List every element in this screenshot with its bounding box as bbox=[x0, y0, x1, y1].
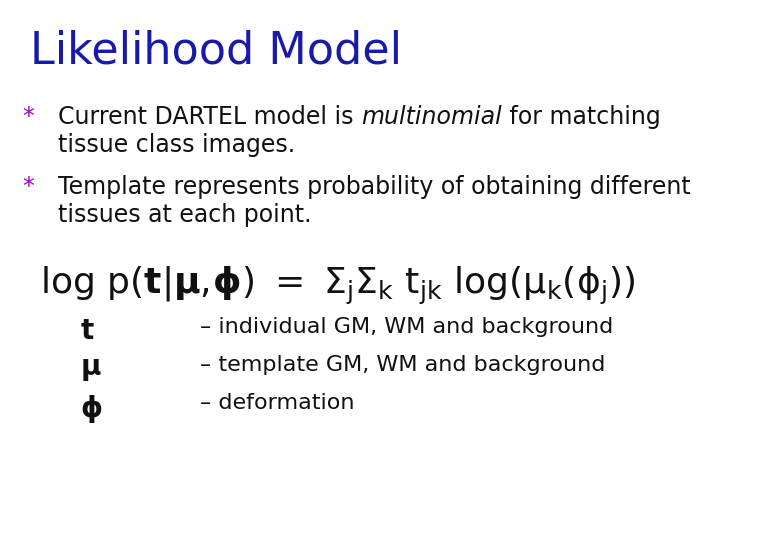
Text: for matching: for matching bbox=[502, 105, 661, 129]
Text: *: * bbox=[22, 105, 34, 129]
Text: Likelihood Model: Likelihood Model bbox=[30, 30, 402, 73]
Text: – template GM, WM and background: – template GM, WM and background bbox=[200, 355, 605, 375]
Text: multinomial: multinomial bbox=[361, 105, 502, 129]
Text: $\mathbf{\phi}$: $\mathbf{\phi}$ bbox=[80, 393, 102, 424]
Text: *: * bbox=[22, 175, 34, 199]
Text: $\mathrm{log\ p(}\mathbf{t}|\mathbf{\mu},\!\mathbf{\phi}\mathrm{)\ =\ \Sigma_j\S: $\mathrm{log\ p(}\mathbf{t}|\mathbf{\mu}… bbox=[40, 265, 635, 307]
Text: tissues at each point.: tissues at each point. bbox=[58, 203, 311, 227]
Text: Current DARTEL model is: Current DARTEL model is bbox=[58, 105, 361, 129]
Text: Template represents probability of obtaining different: Template represents probability of obtai… bbox=[58, 175, 691, 199]
Text: tissue class images.: tissue class images. bbox=[58, 133, 295, 157]
Text: $\mathbf{t}$: $\mathbf{t}$ bbox=[80, 316, 94, 345]
Text: – individual GM, WM and background: – individual GM, WM and background bbox=[200, 316, 613, 336]
Text: $\mathbf{\mu}$: $\mathbf{\mu}$ bbox=[80, 355, 101, 383]
Text: – deformation: – deformation bbox=[200, 393, 354, 413]
